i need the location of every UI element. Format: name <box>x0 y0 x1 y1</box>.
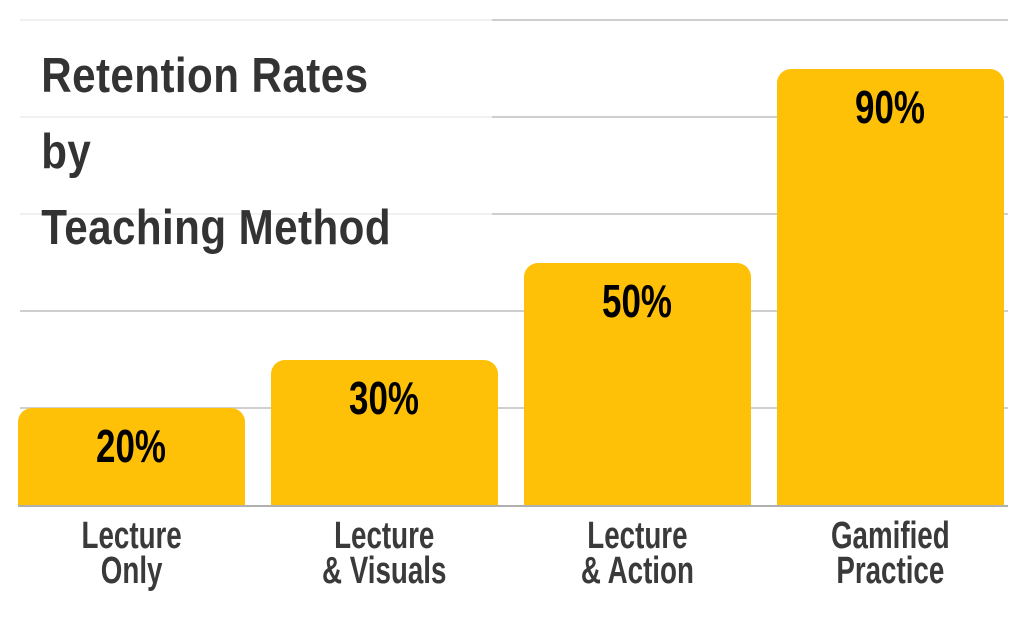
category-label-text: Lecture Only <box>81 515 182 592</box>
category-label-text: Lecture & Visuals <box>322 515 447 592</box>
gridline-100pct <box>20 19 1008 21</box>
category-label: Lecture Only <box>18 515 245 592</box>
gridline-20pct <box>20 407 1008 409</box>
gridline-80pct <box>20 116 1008 118</box>
bar-3: 50% <box>524 262 751 505</box>
bar-value-label: 90% <box>855 80 926 133</box>
chart-title: Retention Rates by Teaching Method <box>41 49 392 255</box>
bar-value-label: 20% <box>96 420 167 472</box>
bar-value-label: 30% <box>349 371 420 424</box>
category-label: Lecture & Action <box>524 515 751 592</box>
x-axis-baseline <box>18 505 1008 507</box>
gridline-60pct <box>20 213 1008 215</box>
bar-4: 90% <box>777 68 1004 505</box>
category-label: Lecture & Visuals <box>271 515 498 592</box>
category-label-text: Lecture & Action <box>580 515 695 592</box>
bar-1: 20% <box>18 408 245 505</box>
chart-title-background: Retention Rates by Teaching Method <box>18 4 492 255</box>
category-label: Gamified Practice <box>777 515 1004 592</box>
bar-value-label: 50% <box>602 274 673 327</box>
gridline-40pct <box>20 310 1008 312</box>
category-label-text: Gamified Practice <box>831 515 950 592</box>
bar-2: 30% <box>271 359 498 505</box>
